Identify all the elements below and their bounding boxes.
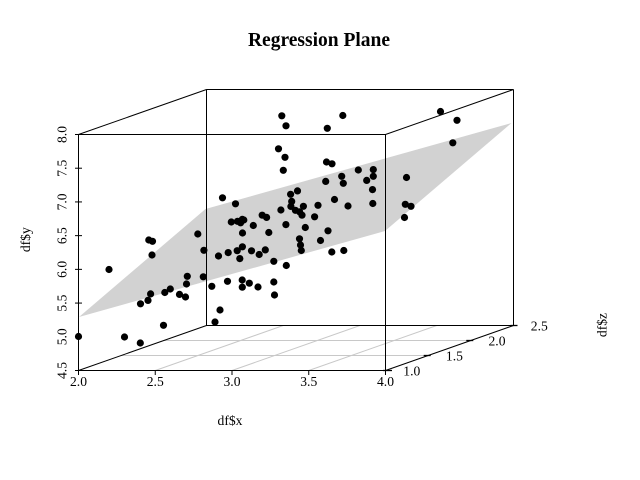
svg-text:2.5: 2.5 [531,319,548,334]
svg-text:2.0: 2.0 [70,374,87,389]
svg-text:8.0: 8.0 [55,126,70,143]
svg-text:1.0: 1.0 [403,364,420,379]
svg-text:df$x: df$x [218,413,243,428]
svg-text:Regression Plane: Regression Plane [248,30,390,51]
svg-text:7.0: 7.0 [55,193,70,210]
svg-text:4.0: 4.0 [377,374,394,389]
svg-text:6.0: 6.0 [55,261,70,278]
svg-text:5.0: 5.0 [55,328,70,345]
svg-text:3.0: 3.0 [224,374,241,389]
svg-text:df$y: df$y [18,227,33,252]
svg-text:5.5: 5.5 [55,294,70,311]
svg-text:2.5: 2.5 [147,374,164,389]
svg-text:6.5: 6.5 [55,227,70,244]
svg-text:2.0: 2.0 [489,334,506,349]
svg-text:7.5: 7.5 [55,160,70,177]
svg-text:4.5: 4.5 [55,362,70,379]
svg-text:df$z: df$z [595,313,610,337]
svg-text:1.5: 1.5 [446,349,463,364]
svg-text:3.5: 3.5 [300,374,317,389]
